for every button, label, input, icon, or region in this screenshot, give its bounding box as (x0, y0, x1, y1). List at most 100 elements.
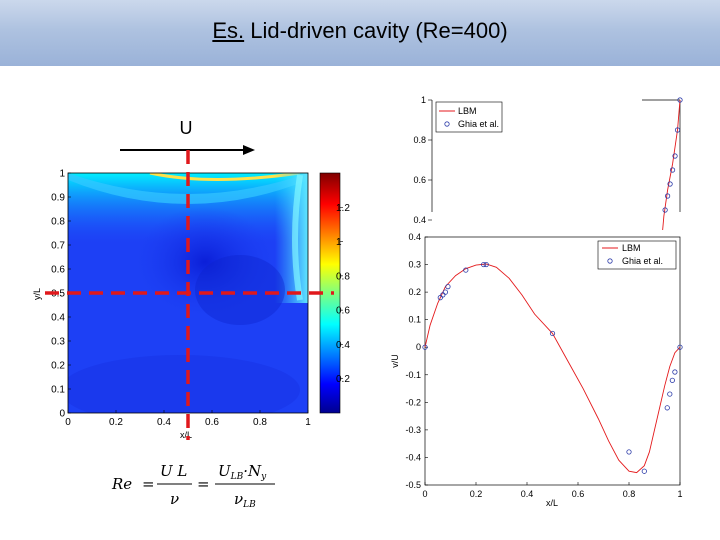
reynolds-formula: Re = U L ν = ULB·Ny νLB (111, 462, 275, 510)
svg-text:=: = (197, 475, 210, 493)
heatmap-x-tick-label: 0.2 (109, 417, 123, 428)
slide-header (0, 0, 720, 66)
plot2-legend: LBM Ghia et al. (597, 240, 677, 270)
svg-text:ULB·Ny: ULB·Ny (218, 462, 267, 482)
title-rest: Lid-driven cavity (Re=400) (244, 18, 508, 43)
plot2-y-tick-label: 0.2 (408, 287, 421, 297)
plot2-ghia-point (481, 261, 487, 268)
plot2-x-tick-label: 0.8 (623, 489, 636, 499)
plot1-y-tick-label: 0.4 (413, 215, 426, 225)
plot2-y-label: v/U (390, 354, 400, 368)
heatmap-x-tick-label: 0 (65, 417, 71, 428)
plot2-ghia-point (664, 405, 670, 411)
svg-text:=: = (142, 475, 155, 493)
plot2-y-tick-label: 0.3 (408, 260, 421, 270)
plot2-y-tick-label: -0.5 (405, 480, 421, 490)
plot1-ghia-point (664, 193, 671, 199)
velocity-magnitude-heatmap (68, 173, 308, 413)
plot2-y-tick-label: -0.2 (405, 397, 421, 407)
plot2-ghia-point (667, 391, 673, 397)
plot2-ghia-point (463, 267, 469, 273)
heatmap-y-tick-label: 0.3 (51, 337, 65, 348)
plot2-ghia-point (672, 369, 678, 375)
plot1-legend-ghia-label: Ghia et al. (458, 119, 499, 129)
u-profile-plot: 1 0.8 0.6 0.4 LBM Ghia et al. (413, 95, 683, 231)
plot1-ghia-point (672, 153, 678, 159)
svg-text:ν: ν (170, 490, 179, 508)
colorbar-ticks: 0.2 0.4 0.6 0.8 1 1.2 (336, 203, 350, 385)
plot2-ghia-point (483, 261, 489, 268)
plot1-ghia-point (674, 127, 681, 133)
heatmap-x-tick-label: 0.4 (157, 417, 171, 428)
plot1-ghia-point (667, 181, 673, 187)
title-prefix: Es. (212, 18, 245, 43)
heatmap-y-tick-label: 0.7 (51, 241, 65, 252)
plot2-x-tick-label: 1 (677, 489, 682, 499)
plot2-legend-ghia-swatch (607, 258, 613, 264)
plot2-legend-lbm-label: LBM (622, 243, 641, 253)
plot2-y-tick-label: 0.1 (408, 315, 421, 325)
plot1-y-tick-label: 0.6 (413, 175, 426, 185)
plot2-ghia-point (422, 344, 428, 350)
lid-arrow (120, 145, 255, 155)
colorbar-tick-label: 0.6 (336, 306, 350, 317)
plot2-ghia-point (445, 283, 451, 290)
lid-velocity-label: U (180, 118, 193, 138)
plot2-x-tick-label: 0.6 (572, 489, 585, 499)
heatmap-y-tick-label: 1 (59, 169, 65, 180)
plot2-y-ticks: 0.4 0.3 0.2 0.1 0 -0.1 -0.2 -0.3 -0.4 -0.5 (405, 232, 428, 490)
heatmap-y-tick-label: 0.8 (51, 217, 65, 228)
heatmap-y-tick-label: 0 (59, 409, 65, 420)
plot2-x-tick-label: 0 (422, 489, 427, 499)
heatmap-y-tick-label: 0.1 (51, 385, 65, 396)
plot1-legend-ghia-swatch (444, 121, 450, 127)
heatmap-x-tick-label: 0.8 (253, 417, 267, 428)
plot2-y-tick-label: 0.4 (408, 232, 421, 242)
v-profile-plot: 0 0.2 0.4 0.6 0.8 1 0.4 0.3 0.2 0.1 0 -0.1 -0.2 -0.3… (390, 232, 683, 508)
svg-text:Re: Re (111, 475, 132, 493)
svg-text:νLB: νLB (234, 490, 256, 510)
heatmap-y-tick-label: 0.9 (51, 193, 65, 204)
plot2-y-tick-label: 0 (416, 342, 421, 352)
plot2-x-label: x/L (546, 498, 558, 508)
colorbar-tick-label: 0.2 (336, 374, 350, 385)
plot2-ghia-point (677, 344, 683, 350)
plot1-legend: LBM Ghia et al. (435, 101, 503, 133)
plot2-legend-ghia-label: Ghia et al. (622, 256, 663, 266)
colorbar-tick-label: 0.4 (336, 340, 350, 351)
plot2-ghia-point (669, 377, 675, 383)
plot2-ghia-point (641, 468, 647, 474)
plot1-ghia-point (677, 97, 683, 103)
heatmap-y-tick-label: 0.4 (51, 313, 65, 324)
plot2-ghia-point (442, 289, 448, 295)
heatmap-y-label: y/L (32, 288, 42, 300)
plot2-y-tick-label: -0.4 (405, 452, 421, 462)
heatmap-x-tick-label: 0.6 (205, 417, 219, 428)
plot2-lbm-line (424, 263, 681, 474)
plot2-y-tick-label: -0.3 (405, 425, 421, 435)
plot1-y-tick-label: 0.8 (413, 135, 426, 145)
colorbar-tick-label: 1 (336, 237, 342, 248)
plot2-frame (424, 236, 681, 486)
heatmap-x-label: x/L (180, 430, 192, 440)
plot2-series (422, 261, 683, 474)
plot2-x-tick-label: 0.4 (521, 489, 534, 499)
colorbar-tick-label: 0.8 (336, 271, 350, 282)
plot1-y-ticks: 1 0.8 0.6 0.4 (413, 95, 432, 225)
plot1-y-tick-label: 1 (421, 95, 426, 105)
heatmap-x-tick-label: 1 (305, 417, 311, 428)
plot2-ghia-point (440, 292, 446, 298)
svg-text:U L: U L (160, 462, 187, 480)
plot1-ghia-point (662, 207, 668, 213)
plot1-series (662, 97, 683, 231)
plot2-x-ticks: 0 0.2 0.4 0.6 0.8 1 (422, 482, 683, 499)
heatmap-y-tick-label: 0.6 (51, 265, 65, 276)
heatmap-y-tick-label: 0.2 (51, 361, 65, 372)
plot2-ghia-point (626, 449, 632, 455)
colorbar-tick-label: 1.2 (336, 203, 350, 214)
plot1-lbm-line (662, 99, 681, 231)
heatmap-x-ticks: 0 0.2 0.4 0.6 0.8 1 (65, 410, 311, 428)
slide-title: Es. Lid-driven cavity (Re=400) (0, 18, 720, 44)
plot2-x-tick-label: 0.2 (470, 489, 483, 499)
